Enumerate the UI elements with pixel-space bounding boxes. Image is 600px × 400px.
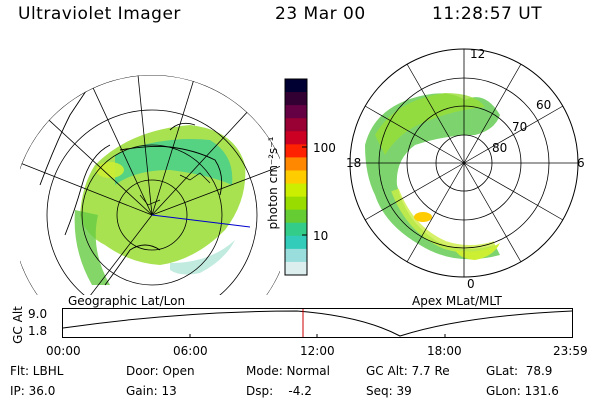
mlt-label-12: 12 xyxy=(470,47,486,61)
colorbar-swatch xyxy=(285,222,307,237)
mlat-label-80: 80 xyxy=(492,141,508,155)
altitude-plot xyxy=(62,308,573,338)
time-tick-1200: 12:00 xyxy=(300,344,335,358)
status-glon: GLon: 131.6 xyxy=(486,384,559,398)
time-tick-1800: 18:00 xyxy=(427,344,462,358)
status-gain: Gain: 13 xyxy=(126,384,177,398)
colorbar-unit-label: photon cm⁻²s⁻¹ xyxy=(266,136,280,230)
status-glat: GLat: 78.9 xyxy=(486,364,553,378)
geo-coastline xyxy=(39,84,223,286)
colorbar-swatch xyxy=(285,118,307,132)
status-seq: Seq: 39 xyxy=(366,384,412,398)
instrument-title: Ultraviolet Imager xyxy=(18,4,181,24)
colorbar xyxy=(284,78,308,276)
colorbar-swatch xyxy=(285,235,307,250)
mlt-label-0: 0 xyxy=(467,277,475,291)
colorbar-swatch xyxy=(285,144,307,158)
status-filter: Flt: LBHL xyxy=(10,364,64,378)
status-ip: IP: 36.0 xyxy=(10,384,56,398)
colorbar-swatch xyxy=(285,105,307,119)
mlt-label-18: 18 xyxy=(346,156,362,170)
image-date: 23 Mar 00 xyxy=(275,4,366,24)
time-tick-0600: 06:00 xyxy=(173,344,208,358)
colorbar-swatch xyxy=(285,131,307,145)
colorbar-swatch xyxy=(285,170,307,185)
altitude-curve xyxy=(62,310,573,337)
colorbar-swatch xyxy=(285,79,307,93)
colorbar-swatch xyxy=(285,92,307,106)
colorbar-swatch xyxy=(285,248,307,263)
altitude-axis-title: GC Alt xyxy=(11,306,25,344)
time-tick-2359: 23:59 xyxy=(553,344,588,358)
status-mode: Mode: Normal xyxy=(246,364,330,378)
geographic-caption: Geographic Lat/Lon xyxy=(68,294,186,308)
time-tick-0000: 00:00 xyxy=(46,344,81,358)
image-time: 11:28:57 UT xyxy=(432,4,543,24)
geographic-map xyxy=(20,75,280,295)
status-dsp: Dsp: -4.2 xyxy=(246,384,312,398)
altitude-tick-high: 9.0 xyxy=(28,307,48,321)
status-gc-alt: GC Alt: 7.7 Re xyxy=(366,364,450,378)
mlat-label-60: 60 xyxy=(536,98,552,112)
colorbar-swatch xyxy=(285,209,307,224)
apex-polar-plot xyxy=(349,48,579,278)
apex-caption: Apex MLat/MLT xyxy=(412,294,502,308)
colorbar-swatch xyxy=(285,261,307,276)
altitude-tick-low: 1.8 xyxy=(28,324,48,338)
status-door: Door: Open xyxy=(126,364,195,378)
colorbar-swatch xyxy=(285,157,307,171)
colorbar-tick-10: 10 xyxy=(313,229,329,243)
mlt-label-6: 6 xyxy=(577,156,585,170)
colorbar-swatch xyxy=(285,196,307,211)
colorbar-tick-100: 100 xyxy=(313,141,336,155)
mlat-label-70: 70 xyxy=(512,120,528,134)
colorbar-swatch xyxy=(285,183,307,198)
